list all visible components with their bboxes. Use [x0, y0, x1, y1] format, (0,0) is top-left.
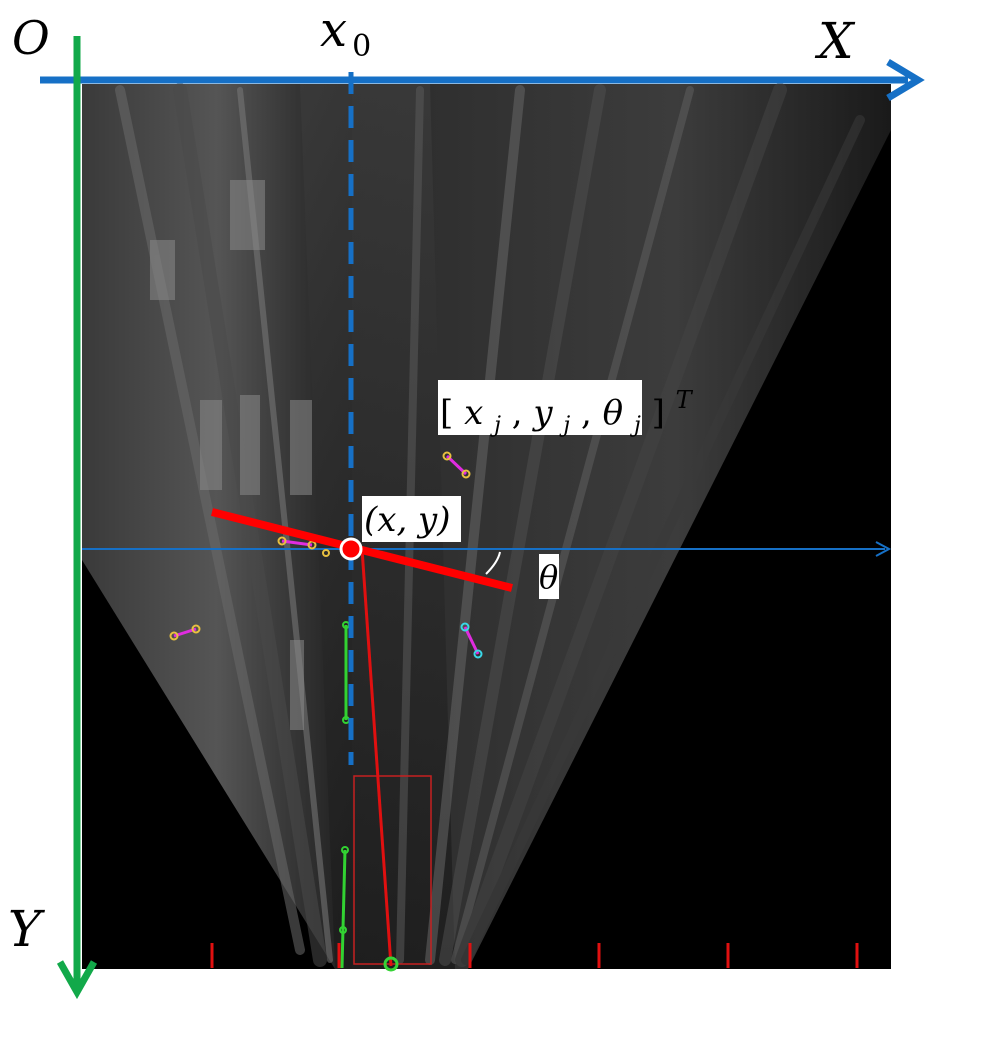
- origin-label: O: [12, 11, 50, 65]
- detected-line-green-2-endpoint: [341, 846, 349, 854]
- x0-label: x 0: [320, 2, 371, 64]
- state-x: x: [464, 393, 483, 433]
- detected-line-green-2-endpoint: [339, 926, 347, 934]
- segment-cyan-1-endpoint: [460, 622, 470, 632]
- angle-label: θ: [539, 558, 558, 596]
- x0-label-subscript: 0: [352, 29, 371, 64]
- state-transpose: T: [676, 386, 694, 414]
- point-label-background: [362, 496, 461, 542]
- state-sep-1: ,: [512, 393, 534, 433]
- state-close-bracket: ]: [652, 393, 665, 433]
- segment-pink-3-endpoint: [307, 540, 317, 550]
- angle-label-background: [539, 554, 559, 599]
- x-axis: [40, 58, 925, 102]
- segment-cyan-1: [463, 626, 480, 655]
- point-label: (x, y): [364, 500, 451, 540]
- state-y: y: [531, 393, 553, 433]
- horizontal-reference-arrowhead: [875, 541, 892, 557]
- vehicle-heading-line: [360, 548, 393, 967]
- x-axis-arrowhead: [886, 58, 925, 102]
- vehicle-origin-marker: [383, 956, 399, 972]
- feature-point: [339, 537, 363, 561]
- angle-arc: [485, 551, 501, 575]
- segment-pink-2-endpoint: [191, 624, 201, 634]
- detected-line-green-2: [340, 849, 347, 969]
- state-sep-2: ,: [581, 393, 603, 433]
- state-label-background: [438, 380, 642, 435]
- segment-pink-2-endpoint: [169, 631, 179, 641]
- x0-label-main: x: [320, 2, 347, 58]
- segment-pink-3: [281, 539, 313, 547]
- state-theta: θ: [603, 393, 623, 433]
- segment-pink-3-endpoint: [277, 536, 287, 546]
- detected-short-segments: [169, 451, 483, 659]
- y-axis-label: Y: [8, 900, 45, 958]
- distance-tick-marks: [210, 943, 859, 968]
- state-open-bracket: [: [440, 393, 453, 433]
- segment-pink-3-endpoint: [322, 549, 330, 557]
- birdseye-image: [82, 83, 892, 972]
- segment-pink-1-endpoint: [442, 451, 452, 461]
- bright-patches: [150, 180, 312, 730]
- y-axis-arrowhead: [56, 960, 98, 1000]
- texture-streaks: [115, 83, 865, 967]
- y-axis: [56, 36, 98, 1000]
- segment-cyan-1-endpoint: [473, 649, 483, 659]
- segment-pink-1-endpoint: [461, 469, 471, 479]
- vehicle-box: [353, 775, 432, 965]
- state-vector-label: [ x j , y j , θ j ] T: [440, 386, 694, 441]
- x-axis-label: X: [814, 12, 856, 70]
